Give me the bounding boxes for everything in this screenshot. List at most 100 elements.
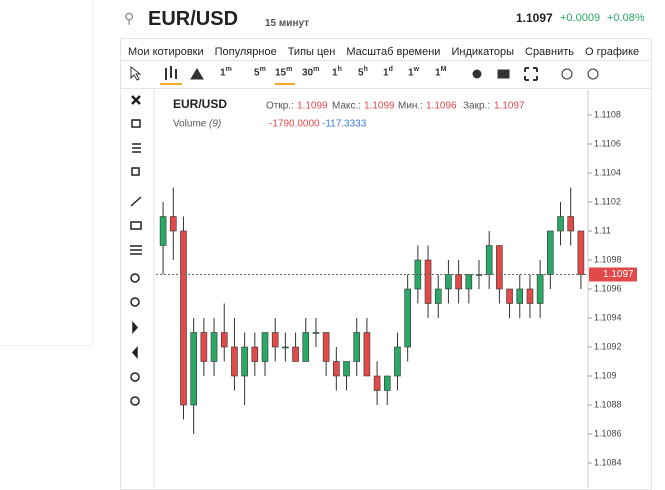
tool[interactable] [131,95,141,105]
settings-icon[interactable] [472,69,482,79]
timeframe-number: 30 [302,67,314,79]
legend-value: 1.1099 [364,101,395,112]
timeframe[interactable]: 1m [220,66,232,78]
interval: 15 минут [265,18,310,29]
tool[interactable] [130,273,140,283]
y-tick-label: 1.1094 [594,312,622,322]
legend-value: 1.1097 [494,101,525,112]
camera-icon[interactable] [497,69,510,79]
legend-value: 1.1096 [426,101,457,112]
menu-item[interactable]: Индикаторы [451,46,514,58]
timeframe[interactable]: 5m [254,66,266,78]
timeframe[interactable]: 5h [358,66,368,78]
timeframe-unit: m [225,66,232,73]
tool[interactable] [130,396,140,406]
timeframe-unit: m [259,66,266,73]
y-tick-label: 1.1088 [594,399,622,409]
y-tick-label: 1.11 [594,225,611,235]
menu-item[interactable]: Масштаб времени [346,46,441,58]
menu: Мои котировки Популярное Типы цен Масштаб в… [128,42,650,60]
tool[interactable] [130,196,142,207]
candle-body [251,346,259,362]
menu-item[interactable]: Типы цен [287,46,336,58]
legend: EUR/USD Откр.: 1.1099 Макс.: 1.1099 Мин.… [173,97,525,129]
candle-body [271,332,279,348]
menu-item[interactable]: Мои котировки [128,46,204,58]
timeframe[interactable]: 15m [275,66,292,78]
candle-body [434,288,442,304]
timeframe[interactable]: 1M [435,66,446,78]
area-icon[interactable] [190,68,204,80]
timeframe[interactable]: 1d [383,66,393,78]
change-pct: +0.08% [607,12,645,24]
candle-body [424,259,432,304]
change: +0.0009 [560,12,601,24]
candle-body [180,230,187,406]
candle-body [557,216,564,232]
candle-body [506,288,513,304]
candle-body [343,361,350,377]
volume-value: -117.3333 [322,119,367,130]
candle-body [516,288,524,304]
tool[interactable] [132,143,141,153]
legend-value: 1.1099 [297,101,328,112]
upload-icon[interactable] [587,68,599,80]
y-tick-label: 1.1098 [594,254,622,264]
y-tick-label: 1.1096 [594,283,622,293]
candle-body [261,332,269,362]
candle-body [312,332,320,334]
timeframe-number: 1 [383,67,389,79]
tool[interactable] [132,321,139,334]
candle-body [536,274,544,304]
timeframe[interactable]: 1w [408,66,419,78]
y-tick-label: 1.1084 [594,457,622,467]
tool[interactable] [131,167,140,176]
timeframe-unit: m [313,66,320,73]
tool[interactable] [131,119,141,128]
candle-body [292,346,299,362]
volume-period: (9) [209,119,221,130]
tool[interactable] [130,372,140,382]
tool[interactable] [130,297,140,307]
timeframe-unit: h [363,66,368,73]
cursor-icon[interactable] [130,65,142,81]
download-icon[interactable] [561,68,573,80]
menu-item[interactable]: Сравнить [525,46,575,58]
candle-body [302,332,310,362]
candle-body [159,216,167,246]
search-icon[interactable]: ⚲ [124,10,135,26]
legend-label: Мин.: [398,101,423,112]
last-price-box [589,267,637,282]
candle-body [363,332,371,377]
tool[interactable] [131,346,138,359]
last-price-label: 1.1097 [603,269,634,280]
y-tick-label: 1.1086 [594,428,622,438]
legend-label: Макс.: [332,101,361,112]
symbol: EUR/USD [148,8,239,30]
candle-body [445,274,452,290]
tool[interactable] [130,221,142,230]
legend-label: Закр.: [463,101,490,112]
candle-body [190,332,197,406]
candle-body [526,288,534,304]
divider [120,88,651,89]
timeframe[interactable]: 30m [302,66,319,78]
volume-value: -1790.0000 [269,119,320,130]
price: 1.1097 [516,11,553,25]
menu-item[interactable]: Популярное [214,46,277,58]
timeframe-number: 1 [332,67,338,79]
timeframe[interactable]: 1h [332,66,342,78]
menu-item[interactable]: О графике [585,46,640,58]
y-tick-label: 1.1108 [594,109,621,119]
timeframe-unit: h [337,66,342,73]
timeframe-number: 1 [220,67,226,79]
left-tools [130,95,142,406]
tool[interactable] [130,245,142,255]
timeframe-unit: w [413,66,420,73]
candles-icon[interactable] [165,66,177,80]
fullscreen-icon[interactable] [524,67,538,81]
candle-body [210,332,218,362]
candle-body [200,332,208,362]
